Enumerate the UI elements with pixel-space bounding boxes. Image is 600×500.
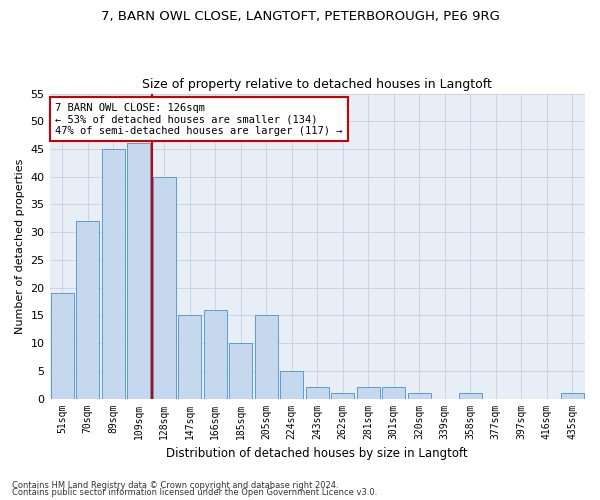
Bar [255,316,278,398]
Bar [127,144,150,398]
Bar [280,371,303,398]
Bar [382,388,405,398]
Bar [357,388,380,398]
Bar [331,393,354,398]
X-axis label: Distribution of detached houses by size in Langtoft: Distribution of detached houses by size … [166,447,468,460]
Bar [153,176,176,398]
Text: Contains public sector information licensed under the Open Government Licence v3: Contains public sector information licen… [12,488,377,497]
Text: Contains HM Land Registry data © Crown copyright and database right 2024.: Contains HM Land Registry data © Crown c… [12,480,338,490]
Bar [229,343,252,398]
Text: 7 BARN OWL CLOSE: 126sqm
← 53% of detached houses are smaller (134)
47% of semi-: 7 BARN OWL CLOSE: 126sqm ← 53% of detach… [55,102,343,136]
Bar [408,393,431,398]
Text: 7, BARN OWL CLOSE, LANGTOFT, PETERBOROUGH, PE6 9RG: 7, BARN OWL CLOSE, LANGTOFT, PETERBOROUG… [101,10,499,23]
Bar [459,393,482,398]
Y-axis label: Number of detached properties: Number of detached properties [15,158,25,334]
Bar [102,149,125,398]
Bar [76,221,99,398]
Bar [306,388,329,398]
Bar [178,316,201,398]
Bar [204,310,227,398]
Title: Size of property relative to detached houses in Langtoft: Size of property relative to detached ho… [142,78,492,91]
Bar [51,293,74,399]
Bar [561,393,584,398]
